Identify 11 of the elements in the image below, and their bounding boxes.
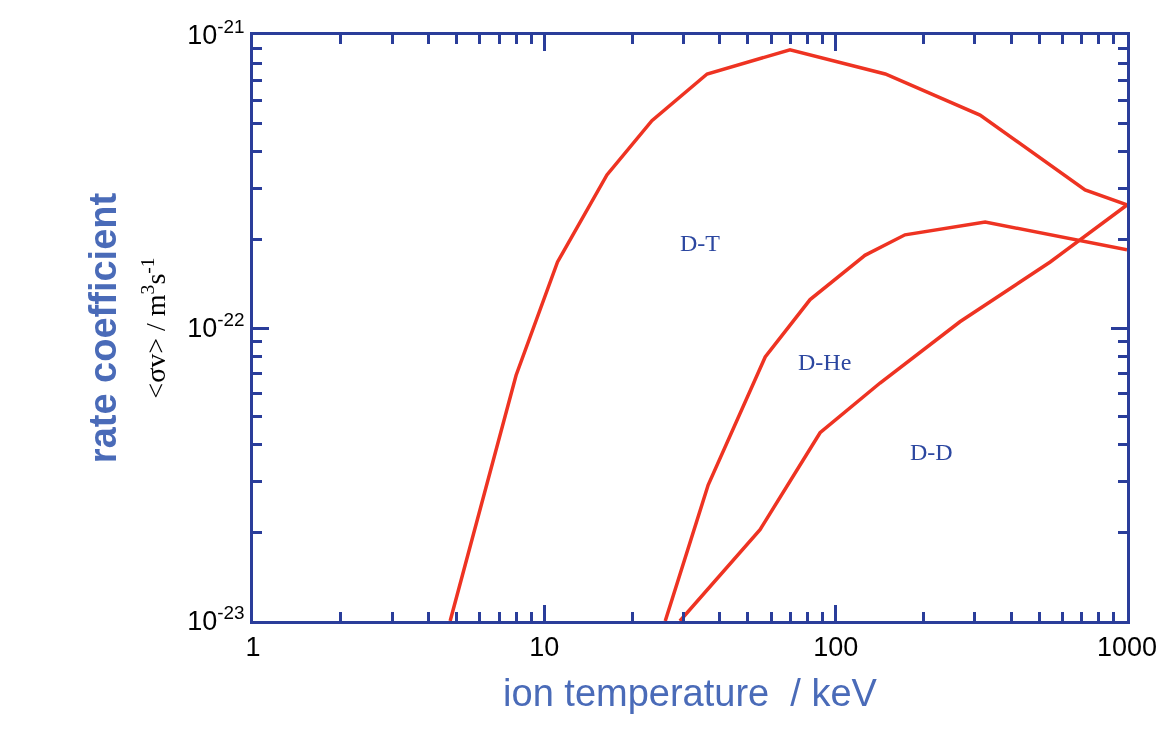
annotation: D-T bbox=[680, 230, 721, 256]
x-axis-title: ion temperature / keV bbox=[503, 671, 878, 714]
y-tick-label: 10$^{-22}$ bbox=[187, 309, 245, 344]
annotation: D-D bbox=[910, 439, 953, 465]
y-tick-label: 10$^{-23}$ bbox=[187, 602, 245, 637]
x-tick-label: 100 bbox=[813, 632, 859, 663]
y-tick-label: 10$^{-21}$ bbox=[187, 16, 245, 51]
x-tick-label: 1 bbox=[245, 632, 261, 663]
x-tick-label: 1000 bbox=[1096, 632, 1158, 663]
annotation: D-He bbox=[798, 349, 852, 375]
x-tick-label: 10 bbox=[529, 632, 560, 663]
